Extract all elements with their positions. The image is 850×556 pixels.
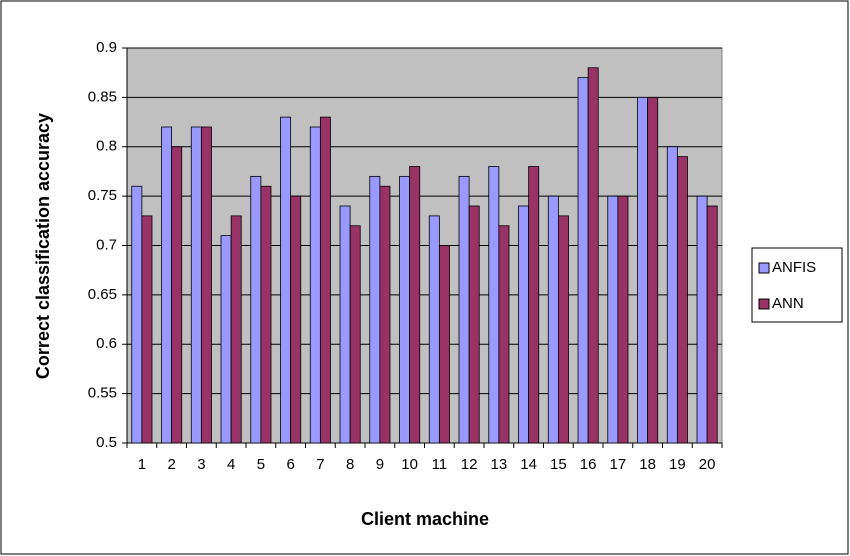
x-tick-label: 14 xyxy=(520,456,537,473)
x-tick-label: 16 xyxy=(580,456,597,473)
bar xyxy=(399,175,411,444)
bar xyxy=(617,195,629,444)
bar xyxy=(498,225,510,444)
x-tick-label: 9 xyxy=(376,456,384,473)
bar xyxy=(557,215,569,444)
bar xyxy=(666,146,678,444)
bar xyxy=(290,195,302,444)
x-tick-label: 17 xyxy=(610,456,627,473)
bar xyxy=(131,185,143,444)
y-tick-label: 0.75 xyxy=(88,187,117,204)
x-tick-label: 18 xyxy=(639,456,656,473)
bar xyxy=(349,225,361,444)
x-tick-label: 8 xyxy=(346,456,354,473)
bar xyxy=(607,195,619,444)
bar xyxy=(250,175,262,444)
bar xyxy=(676,156,688,444)
bar xyxy=(706,205,718,444)
x-tick-label: 12 xyxy=(461,456,478,473)
bar xyxy=(696,195,708,444)
bar xyxy=(587,67,599,444)
y-tick-label: 0.9 xyxy=(96,39,117,56)
bar xyxy=(161,126,173,444)
legend-box xyxy=(751,247,843,323)
bar xyxy=(637,96,649,444)
y-tick-label: 0.65 xyxy=(88,286,117,303)
bar xyxy=(200,126,212,444)
x-tick-label: 1 xyxy=(138,456,146,473)
bar xyxy=(488,166,500,444)
x-tick-label: 2 xyxy=(167,456,175,473)
bar xyxy=(409,166,421,444)
x-tick-label: 7 xyxy=(316,456,324,473)
bar xyxy=(528,166,540,444)
y-tick-label: 0.6 xyxy=(96,335,117,352)
bar xyxy=(230,215,242,444)
legend-label: ANN xyxy=(772,295,804,312)
x-tick-label: 10 xyxy=(401,456,418,473)
x-tick-label: 4 xyxy=(227,456,235,473)
bar xyxy=(379,185,391,444)
x-tick-label: 20 xyxy=(699,456,716,473)
bar xyxy=(647,96,659,444)
bar xyxy=(468,205,480,444)
bar xyxy=(260,185,272,444)
bar xyxy=(438,245,450,444)
legend-swatch xyxy=(758,262,770,274)
legend-swatch xyxy=(758,298,770,310)
bar xyxy=(190,126,202,444)
bar xyxy=(369,175,381,444)
bar xyxy=(339,205,351,444)
bar xyxy=(220,235,232,444)
bar xyxy=(309,126,321,444)
y-tick-label: 0.7 xyxy=(96,236,117,253)
bar xyxy=(577,77,589,444)
bar xyxy=(319,116,331,444)
bar xyxy=(280,116,292,444)
x-tick-label: 5 xyxy=(257,456,265,473)
x-tick-label: 3 xyxy=(197,456,205,473)
legend-label: ANFIS xyxy=(772,259,816,276)
y-axis-title: Correct classification accuracy xyxy=(33,113,53,379)
x-tick-label: 15 xyxy=(550,456,567,473)
y-tick-label: 0.55 xyxy=(88,385,117,402)
bar xyxy=(518,205,530,444)
bar xyxy=(141,215,153,444)
x-tick-label: 11 xyxy=(432,456,448,473)
bar xyxy=(171,146,183,444)
bar xyxy=(547,195,559,444)
y-tick-label: 0.5 xyxy=(96,434,117,451)
bar xyxy=(428,215,440,444)
x-axis-title: Client machine xyxy=(361,509,489,529)
y-tick-label: 0.85 xyxy=(88,88,117,105)
y-tick-label: 0.8 xyxy=(96,138,117,155)
x-tick-label: 13 xyxy=(491,456,508,473)
x-tick-label: 19 xyxy=(669,456,686,473)
bar xyxy=(458,175,470,444)
x-tick-label: 6 xyxy=(286,456,294,473)
